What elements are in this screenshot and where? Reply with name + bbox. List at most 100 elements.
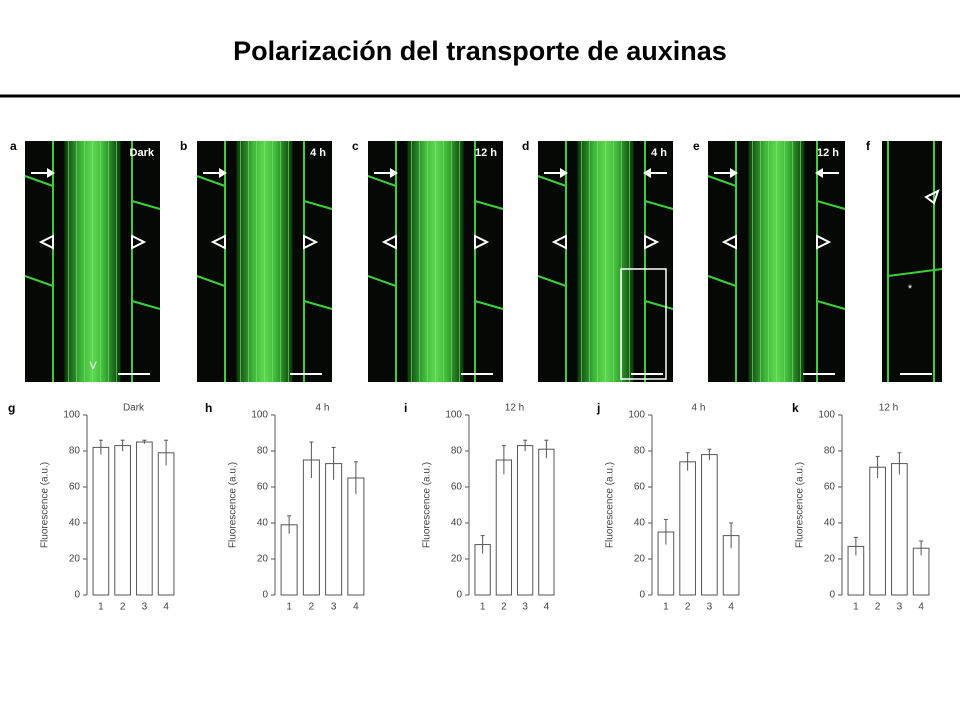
x-tick-label: 3 xyxy=(707,602,713,613)
bar xyxy=(280,524,298,596)
cell-wall xyxy=(816,200,846,210)
bar xyxy=(157,452,175,596)
tissue-marker: V xyxy=(89,360,97,372)
y-tick-label: 20 xyxy=(824,554,836,565)
cell-wall xyxy=(24,175,54,187)
y-tick-label: 100 xyxy=(63,410,80,421)
panel-letter: a xyxy=(10,139,17,153)
time-label: 12 h xyxy=(817,147,839,159)
y-tick-label: 80 xyxy=(257,446,269,457)
x-tick-label: 1 xyxy=(286,602,292,613)
x-tick-label: 4 xyxy=(353,602,359,613)
arrow-head xyxy=(219,168,227,178)
cell-wall xyxy=(131,300,161,310)
x-tick-label: 4 xyxy=(728,602,734,613)
y-tick-label: 60 xyxy=(824,482,836,493)
y-tick-label: 20 xyxy=(69,554,81,565)
y-tick-label: 0 xyxy=(74,590,80,601)
y-tick-label: 60 xyxy=(69,482,81,493)
arrowhead-marker xyxy=(38,234,54,250)
cell-wall xyxy=(474,200,504,210)
cell-wall xyxy=(303,300,333,310)
arrow-head xyxy=(560,168,568,178)
arrowhead-marker xyxy=(721,234,737,250)
time-label: Dark xyxy=(130,147,155,159)
arrow-head xyxy=(390,168,398,178)
panel-letter: e xyxy=(693,139,700,153)
bar xyxy=(701,454,718,596)
panel-letter: c xyxy=(352,139,359,153)
y-tick-label: 100 xyxy=(445,410,462,421)
cell-wall xyxy=(24,275,54,287)
arrowhead-marker xyxy=(210,234,226,250)
bar xyxy=(114,445,131,596)
y-tick-label: 0 xyxy=(829,590,835,601)
chart-title: 12 h xyxy=(879,403,898,414)
x-tick-label: 3 xyxy=(142,602,148,613)
cell-wall xyxy=(196,175,226,187)
y-axis-label: Fluorescence (a.u.) xyxy=(422,462,433,548)
arrow-head xyxy=(47,168,55,178)
y-tick-label: 80 xyxy=(824,446,836,457)
chart-title: 12 h xyxy=(505,403,524,414)
x-tick-label: 2 xyxy=(120,602,126,613)
arrowhead-marker xyxy=(303,234,319,250)
panel-letter: d xyxy=(522,139,529,153)
y-tick-label: 20 xyxy=(634,554,646,565)
y-tick-label: 20 xyxy=(257,554,269,565)
panel-letter: g xyxy=(8,401,15,415)
y-tick-label: 0 xyxy=(456,590,462,601)
arrow-head xyxy=(643,168,651,178)
bar xyxy=(495,459,513,596)
bar xyxy=(92,446,110,596)
cell-wall xyxy=(707,275,737,287)
bar xyxy=(516,445,534,596)
y-tick-label: 100 xyxy=(818,410,835,421)
slide-title: Polarización del transporte de auxinas xyxy=(233,36,727,66)
arrowhead-marker xyxy=(381,234,397,250)
panel-letter: f xyxy=(866,139,871,153)
cell-wall xyxy=(707,175,737,187)
x-tick-label: 1 xyxy=(480,602,486,613)
y-tick-label: 80 xyxy=(69,446,81,457)
arrowhead-marker xyxy=(551,234,567,250)
y-axis-label: Fluorescence (a.u.) xyxy=(605,462,616,548)
arrowhead-marker xyxy=(474,234,490,250)
arrowhead-marker xyxy=(816,234,832,250)
arrow-head xyxy=(815,168,823,178)
panel-letter: i xyxy=(404,401,407,415)
y-tick-label: 40 xyxy=(451,518,463,529)
y-axis-label: Fluorescence (a.u.) xyxy=(40,462,51,548)
y-tick-label: 80 xyxy=(634,446,646,457)
y-axis-label: Fluorescence (a.u.) xyxy=(795,462,806,548)
x-tick-label: 2 xyxy=(309,602,315,613)
bar xyxy=(869,466,886,596)
chart-title: Dark xyxy=(123,403,145,414)
bar xyxy=(538,448,555,596)
y-tick-label: 60 xyxy=(257,482,269,493)
inset-box xyxy=(620,268,667,380)
cell-wall xyxy=(644,300,674,310)
y-tick-label: 100 xyxy=(628,410,645,421)
cell-wall xyxy=(367,275,397,287)
y-axis-label: Fluorescence (a.u.) xyxy=(228,462,239,548)
panel-letter: b xyxy=(180,139,187,153)
cell-wall xyxy=(537,175,567,187)
x-tick-label: 3 xyxy=(331,602,337,613)
time-label: 4 h xyxy=(310,147,326,159)
y-tick-label: 0 xyxy=(639,590,645,601)
bar xyxy=(325,463,343,596)
x-tick-label: 4 xyxy=(163,602,169,613)
time-label: 12 h xyxy=(475,147,497,159)
y-tick-label: 40 xyxy=(257,518,269,529)
cell-wall xyxy=(816,300,846,310)
panel-letter: k xyxy=(792,401,799,415)
chart-title: 4 h xyxy=(316,403,330,414)
x-tick-label: 3 xyxy=(897,602,903,613)
bar xyxy=(679,461,696,596)
x-tick-label: 4 xyxy=(544,602,550,613)
bar xyxy=(891,463,908,596)
arrowhead-marker xyxy=(644,234,660,250)
panel-letter: h xyxy=(205,401,212,415)
